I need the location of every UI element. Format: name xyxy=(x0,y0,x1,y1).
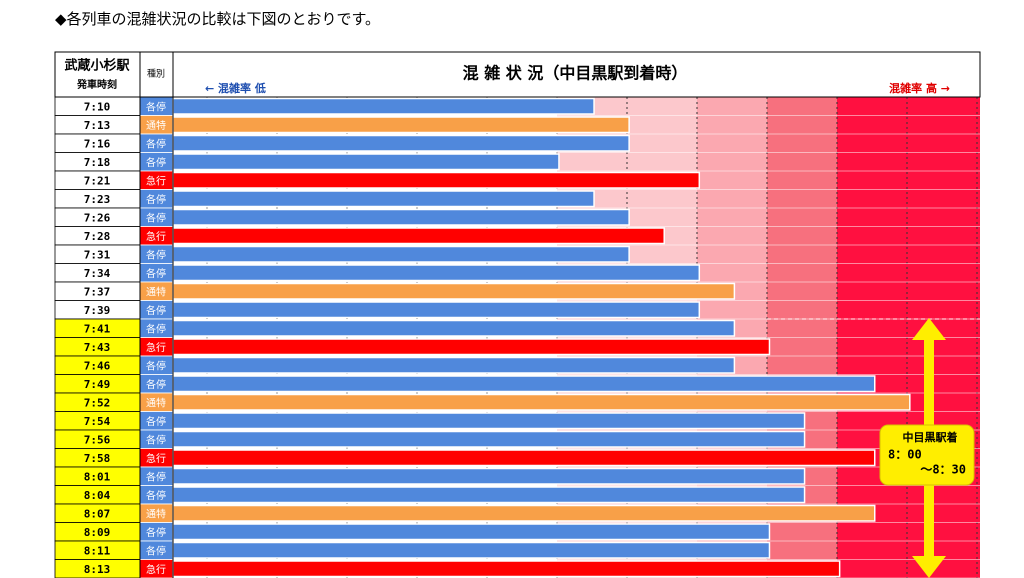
time-label: 8:07 xyxy=(84,507,111,520)
type-label: 各停 xyxy=(146,156,166,169)
type-label: 各停 xyxy=(146,322,166,335)
time-label: 8:04 xyxy=(84,489,111,502)
type-label: 各停 xyxy=(146,378,166,391)
time-label: 7:58 xyxy=(84,452,111,465)
type-label: 各停 xyxy=(146,211,166,224)
bar xyxy=(172,560,841,578)
annotation-line: ～8：30 xyxy=(920,463,966,477)
bar xyxy=(172,523,771,541)
type-label: 各停 xyxy=(146,544,166,557)
bar xyxy=(172,430,806,448)
rows: 7:10 各停 7:13 通特 7:16 各停 7:18 各停 7:21 急行 7:23 各停 7:26… xyxy=(54,96,980,578)
bar xyxy=(172,227,665,245)
type-label: 急行 xyxy=(146,452,166,465)
bar xyxy=(172,338,771,356)
type-label: 各停 xyxy=(146,415,166,428)
time-label: 7:52 xyxy=(84,396,111,409)
time-label: 7:31 xyxy=(84,248,111,261)
bar xyxy=(172,449,876,467)
type-label: 各停 xyxy=(146,304,166,317)
bar xyxy=(172,171,701,189)
time-label: 8:09 xyxy=(84,526,111,539)
type-label: 急行 xyxy=(146,341,166,354)
type-label: 急行 xyxy=(146,563,166,576)
time-label: 7:34 xyxy=(84,267,111,280)
bar xyxy=(172,319,736,337)
row-subheader: 発車時刻 xyxy=(76,78,117,91)
row-header: 武蔵小杉駅 xyxy=(64,58,130,74)
time-label: 8:13 xyxy=(84,563,111,576)
bar xyxy=(172,264,701,282)
header-box xyxy=(54,51,981,98)
bar xyxy=(172,375,876,393)
type-label: 各停 xyxy=(146,470,166,483)
type-label: 通特 xyxy=(146,120,166,132)
type-label: 通特 xyxy=(146,508,166,520)
time-label: 7:21 xyxy=(84,174,111,187)
time-label: 7:28 xyxy=(84,230,111,243)
bar xyxy=(172,116,630,134)
time-label: 8:01 xyxy=(84,470,111,483)
time-label: 7:39 xyxy=(84,304,111,317)
time-label: 7:13 xyxy=(84,119,111,132)
time-label: 7:18 xyxy=(84,156,111,169)
bar xyxy=(172,97,595,115)
chart-title: 混 雑 状 況（中目黒駅到着時） xyxy=(463,64,688,83)
time-label: 7:49 xyxy=(84,378,111,391)
time-label: 7:56 xyxy=(84,433,111,446)
time-label: 7:26 xyxy=(84,211,111,224)
time-label: 7:43 xyxy=(84,341,111,354)
type-label: 各停 xyxy=(146,359,166,372)
bar xyxy=(172,467,806,485)
bar xyxy=(172,190,595,208)
low-label: ← 混雑率 低 xyxy=(205,81,266,95)
type-label: 各停 xyxy=(146,248,166,261)
time-label: 7:16 xyxy=(84,137,111,150)
range-arrow xyxy=(879,318,975,578)
type-label: 通特 xyxy=(146,397,166,409)
type-label: 各停 xyxy=(146,489,166,502)
bar xyxy=(172,412,806,430)
type-label: 各停 xyxy=(146,137,166,150)
type-label: 各停 xyxy=(146,267,166,280)
time-label: 7:23 xyxy=(84,193,111,206)
time-label: 7:10 xyxy=(84,100,111,113)
type-label: 急行 xyxy=(146,174,166,187)
type-header: 種別 xyxy=(147,69,165,80)
bar xyxy=(172,134,630,152)
bar xyxy=(172,282,736,300)
time-label: 7:54 xyxy=(84,415,111,428)
type-label: 各停 xyxy=(146,193,166,206)
bar xyxy=(172,153,560,171)
bar xyxy=(172,356,736,374)
bar xyxy=(172,393,911,411)
bar xyxy=(172,486,806,504)
time-label: 7:46 xyxy=(84,359,111,372)
bar xyxy=(172,541,771,559)
bar xyxy=(172,504,876,522)
bar xyxy=(172,208,630,226)
annotation-line: 8：00 xyxy=(888,448,922,462)
bar xyxy=(172,301,701,319)
time-label: 8:11 xyxy=(84,544,111,557)
type-label: 各停 xyxy=(146,526,166,539)
time-label: 7:41 xyxy=(84,322,111,335)
type-label: 各停 xyxy=(146,433,166,446)
annotation-title: 中目黒駅着 xyxy=(903,430,958,444)
high-label: 混雑率 高 → xyxy=(889,81,950,95)
type-label: 通特 xyxy=(146,286,166,298)
time-label: 7:37 xyxy=(84,285,111,298)
type-label: 各停 xyxy=(146,100,166,113)
bar xyxy=(172,245,630,263)
heading: ◆各列車の混雑状況の比較は下図のとおりです。 xyxy=(55,10,380,28)
type-label: 急行 xyxy=(146,230,166,243)
